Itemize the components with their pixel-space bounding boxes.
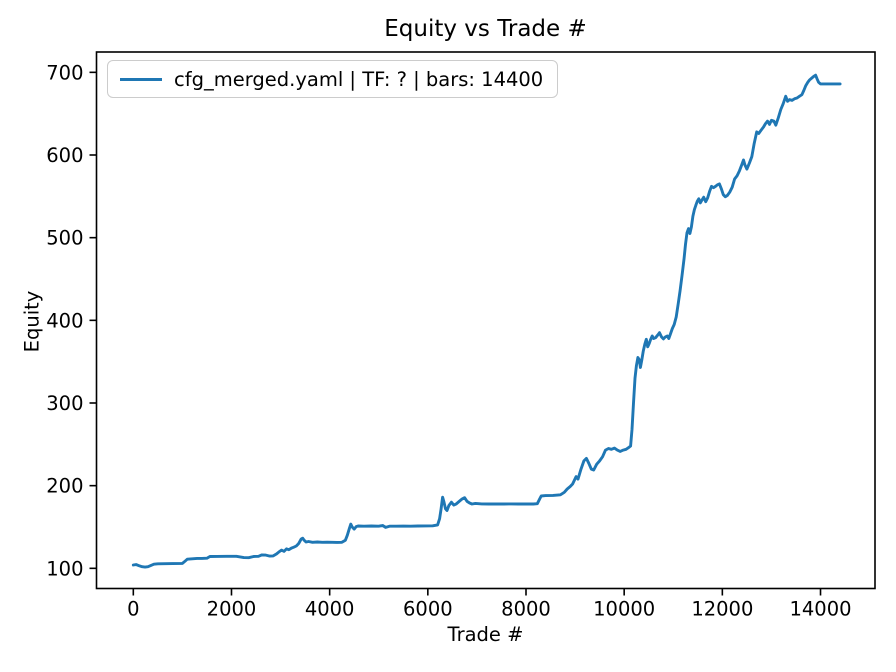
x-tick-label: 2000	[207, 598, 257, 621]
x-tick-label: 8000	[501, 598, 551, 621]
y-tick-label: 300	[46, 392, 83, 415]
legend-line-sample	[120, 77, 162, 81]
x-tick-label: 4000	[305, 598, 355, 621]
legend: cfg_merged.yaml | TF: ? | bars: 14400	[107, 60, 559, 98]
x-tick-label: 12000	[691, 598, 753, 621]
legend-entry-label: cfg_merged.yaml | TF: ? | bars: 14400	[174, 67, 544, 91]
x-axis-label: Trade #	[447, 623, 524, 646]
chart-title: Equity vs Trade #	[384, 16, 587, 42]
y-tick-label: 200	[46, 475, 83, 498]
y-tick-label: 500	[46, 227, 83, 250]
equity-line	[131, 73, 842, 569]
y-tick-label: 400	[46, 309, 83, 332]
y-axis-label: Equity	[20, 290, 44, 353]
y-tick-label: 700	[46, 61, 83, 84]
y-tick-label: 600	[46, 144, 83, 167]
x-tick-label: 0	[127, 598, 139, 621]
x-tick-label: 14000	[789, 598, 851, 621]
x-tick-label: 10000	[593, 598, 655, 621]
y-tick-label: 100	[46, 557, 83, 580]
x-tick-label: 6000	[403, 598, 453, 621]
